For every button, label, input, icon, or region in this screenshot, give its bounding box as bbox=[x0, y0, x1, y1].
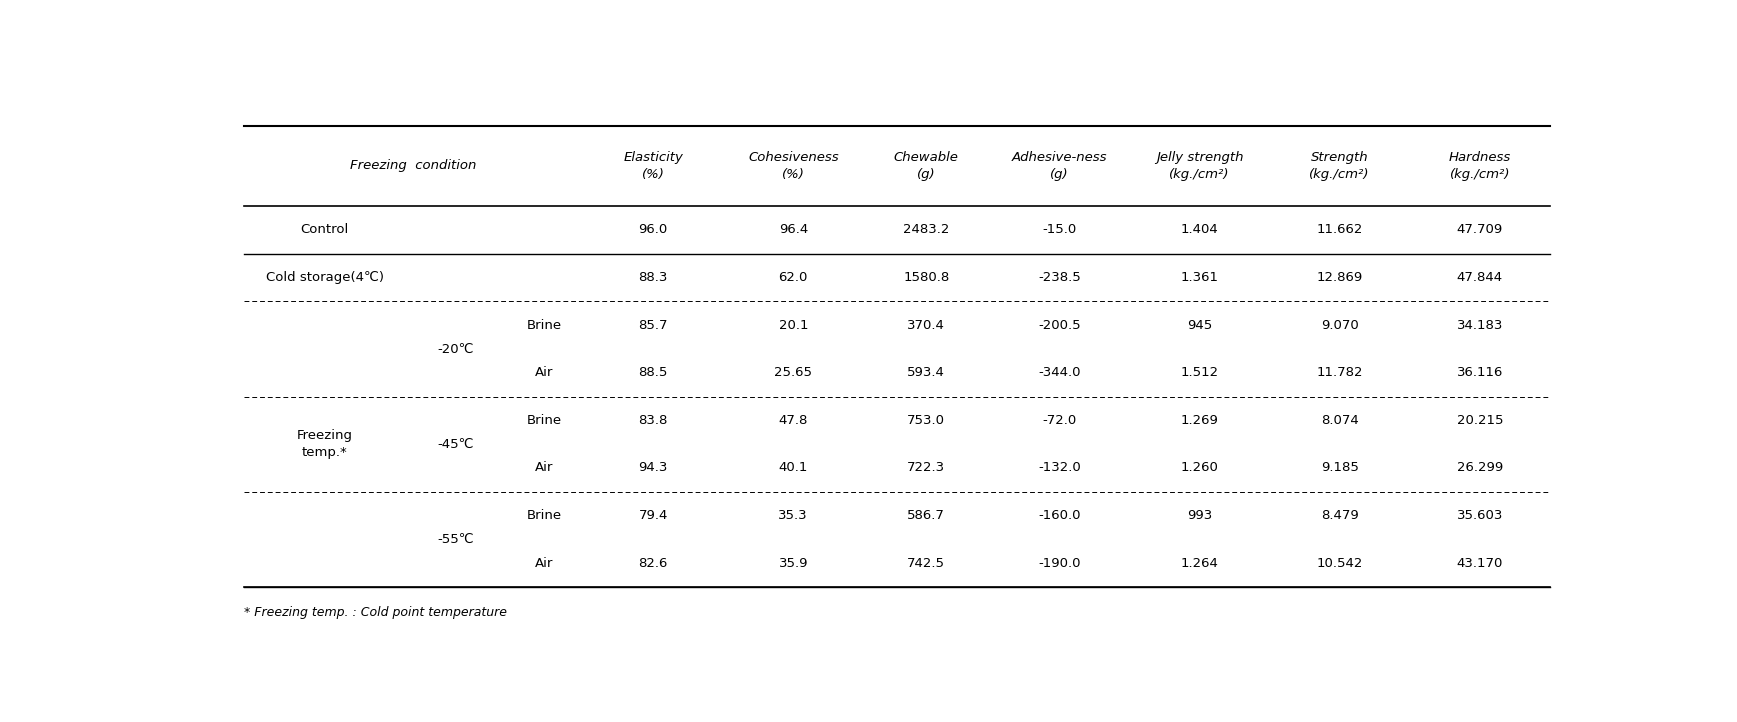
Text: 1.264: 1.264 bbox=[1181, 557, 1219, 570]
Text: 96.0: 96.0 bbox=[639, 224, 667, 237]
Text: 945: 945 bbox=[1186, 318, 1212, 331]
Text: 20.215: 20.215 bbox=[1457, 414, 1503, 427]
Text: 35.3: 35.3 bbox=[778, 509, 808, 522]
Text: Air: Air bbox=[535, 461, 554, 474]
Text: 94.3: 94.3 bbox=[639, 461, 667, 474]
Text: -200.5: -200.5 bbox=[1039, 318, 1080, 331]
Text: 36.116: 36.116 bbox=[1457, 366, 1503, 379]
Text: Brine: Brine bbox=[526, 509, 563, 522]
Text: -132.0: -132.0 bbox=[1039, 461, 1080, 474]
Text: Freezing  condition: Freezing condition bbox=[351, 160, 476, 173]
Text: Elasticity
(%): Elasticity (%) bbox=[624, 151, 683, 181]
Text: Adhesive-ness
(g): Adhesive-ness (g) bbox=[1011, 151, 1106, 181]
Text: 35.9: 35.9 bbox=[778, 557, 808, 570]
Text: -160.0: -160.0 bbox=[1039, 509, 1080, 522]
Text: Freezing
temp.*: Freezing temp.* bbox=[297, 429, 353, 459]
Text: 1.269: 1.269 bbox=[1181, 414, 1219, 427]
Text: 1.512: 1.512 bbox=[1181, 366, 1219, 379]
Text: 83.8: 83.8 bbox=[639, 414, 667, 427]
Text: 34.183: 34.183 bbox=[1457, 318, 1503, 331]
Text: 1.260: 1.260 bbox=[1181, 461, 1219, 474]
Text: -15.0: -15.0 bbox=[1042, 224, 1077, 237]
Text: Strength
(kg./cm²): Strength (kg./cm²) bbox=[1310, 151, 1370, 181]
Text: 9.185: 9.185 bbox=[1320, 461, 1358, 474]
Text: 722.3: 722.3 bbox=[907, 461, 945, 474]
Text: 1580.8: 1580.8 bbox=[903, 271, 950, 284]
Text: 2483.2: 2483.2 bbox=[903, 224, 950, 237]
Text: Chewable
(g): Chewable (g) bbox=[895, 151, 959, 181]
Text: 43.170: 43.170 bbox=[1457, 557, 1503, 570]
Text: 35.603: 35.603 bbox=[1457, 509, 1503, 522]
Text: Jelly strength
(kg./cm²): Jelly strength (kg./cm²) bbox=[1155, 151, 1244, 181]
Text: Brine: Brine bbox=[526, 414, 563, 427]
Text: 1.361: 1.361 bbox=[1181, 271, 1219, 284]
Text: Cold storage(4℃): Cold storage(4℃) bbox=[266, 271, 384, 284]
Text: 47.709: 47.709 bbox=[1457, 224, 1503, 237]
Text: 88.5: 88.5 bbox=[639, 366, 667, 379]
Text: 586.7: 586.7 bbox=[907, 509, 945, 522]
Text: 47.8: 47.8 bbox=[778, 414, 808, 427]
Text: 85.7: 85.7 bbox=[639, 318, 669, 331]
Text: 9.070: 9.070 bbox=[1320, 318, 1358, 331]
Text: 62.0: 62.0 bbox=[778, 271, 808, 284]
Text: Hardness
(kg./cm²): Hardness (kg./cm²) bbox=[1449, 151, 1511, 181]
Text: 12.869: 12.869 bbox=[1317, 271, 1364, 284]
Text: -190.0: -190.0 bbox=[1039, 557, 1080, 570]
Text: 11.662: 11.662 bbox=[1317, 224, 1364, 237]
Text: 20.1: 20.1 bbox=[778, 318, 808, 331]
Text: Air: Air bbox=[535, 366, 554, 379]
Text: 753.0: 753.0 bbox=[907, 414, 945, 427]
Text: Brine: Brine bbox=[526, 318, 563, 331]
Text: -55℃: -55℃ bbox=[438, 533, 474, 546]
Text: 47.844: 47.844 bbox=[1457, 271, 1503, 284]
Text: 82.6: 82.6 bbox=[639, 557, 667, 570]
Text: 26.299: 26.299 bbox=[1457, 461, 1503, 474]
Text: 96.4: 96.4 bbox=[778, 224, 808, 237]
Text: 370.4: 370.4 bbox=[907, 318, 945, 331]
Text: Cohesiveness
(%): Cohesiveness (%) bbox=[749, 151, 839, 181]
Text: 8.479: 8.479 bbox=[1320, 509, 1358, 522]
Text: -238.5: -238.5 bbox=[1039, 271, 1080, 284]
Text: 25.65: 25.65 bbox=[775, 366, 813, 379]
Text: * Freezing temp. : Cold point temperature: * Freezing temp. : Cold point temperatur… bbox=[243, 606, 507, 619]
Text: 10.542: 10.542 bbox=[1317, 557, 1364, 570]
Text: Air: Air bbox=[535, 557, 554, 570]
Text: 742.5: 742.5 bbox=[907, 557, 945, 570]
Text: 993: 993 bbox=[1186, 509, 1212, 522]
Text: 11.782: 11.782 bbox=[1317, 366, 1364, 379]
Text: -344.0: -344.0 bbox=[1039, 366, 1080, 379]
Text: -45℃: -45℃ bbox=[438, 438, 474, 451]
Text: 8.074: 8.074 bbox=[1320, 414, 1358, 427]
Text: Control: Control bbox=[301, 224, 349, 237]
Text: 1.404: 1.404 bbox=[1181, 224, 1218, 237]
Text: 79.4: 79.4 bbox=[639, 509, 667, 522]
Text: 593.4: 593.4 bbox=[907, 366, 945, 379]
Text: 40.1: 40.1 bbox=[778, 461, 808, 474]
Text: -72.0: -72.0 bbox=[1042, 414, 1077, 427]
Text: 88.3: 88.3 bbox=[639, 271, 667, 284]
Text: -20℃: -20℃ bbox=[438, 342, 474, 355]
